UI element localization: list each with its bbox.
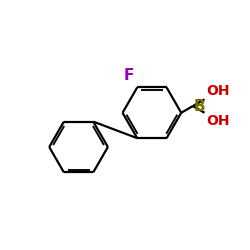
Text: F: F bbox=[124, 68, 134, 83]
Text: OH: OH bbox=[206, 84, 230, 98]
Text: OH: OH bbox=[206, 114, 230, 128]
Text: B: B bbox=[194, 98, 206, 114]
